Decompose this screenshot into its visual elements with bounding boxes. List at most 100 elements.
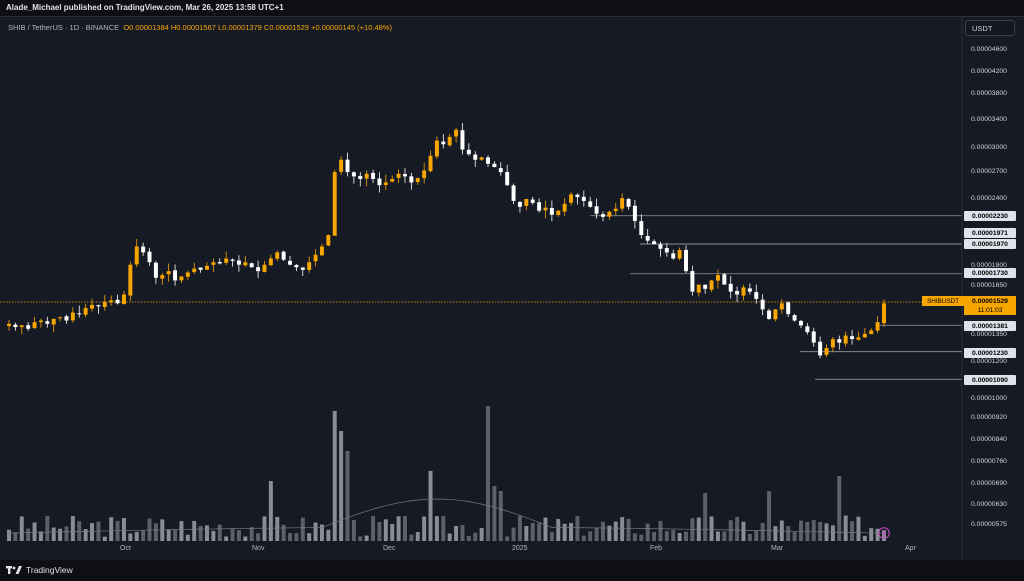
level-tag[interactable]: 0.00002230 [964, 211, 1016, 221]
currency-button[interactable]: USDT [965, 20, 1015, 36]
volume-bar [588, 531, 593, 541]
symbol-name[interactable]: SHIB / TetherUS · 1D · BINANCE [8, 23, 120, 32]
volume-bar [173, 530, 178, 541]
candle-body [281, 251, 286, 260]
price-axis-label: 0.00004600 [971, 46, 1007, 53]
volume-bar [434, 516, 439, 541]
volume-bar [422, 516, 427, 541]
candle-body [530, 199, 535, 203]
candle-body [747, 288, 752, 292]
candle-body [773, 309, 778, 320]
volume-bar [217, 524, 222, 541]
level-tag[interactable]: 0.00001730 [964, 268, 1016, 278]
level-tag[interactable]: 0.00001090 [964, 375, 1016, 385]
volume-bar [428, 471, 433, 541]
volume-bar [664, 530, 669, 541]
candle-body [166, 271, 171, 275]
volume-bar [837, 476, 842, 541]
footer-logo[interactable]: TradingView [6, 565, 73, 575]
candle-body [102, 301, 107, 307]
lightning-icon[interactable] [878, 527, 890, 539]
volume-bar [850, 521, 855, 541]
candle-body [581, 196, 586, 201]
candle-body [313, 254, 318, 262]
time-axis-label: Apr [905, 545, 916, 552]
current-price-symbol: SHIBUSDT [922, 296, 964, 306]
volume-bar [390, 524, 395, 541]
level-tag[interactable]: 0.00001971 [964, 228, 1016, 238]
candle-body [415, 178, 420, 182]
volume-bar [830, 525, 835, 541]
volume-bar [492, 486, 497, 541]
ohlc-low: L0.00001379 [218, 23, 262, 32]
volume-bar [351, 519, 356, 541]
level-tag[interactable]: 0.00001381 [964, 321, 1016, 331]
candle-body [224, 258, 229, 263]
volume-bar [128, 533, 133, 541]
candle-body [45, 321, 50, 324]
volume-bar [671, 529, 676, 541]
volume-bar [639, 534, 644, 541]
volume-bar [288, 533, 293, 541]
candle-body [434, 140, 439, 157]
volume-bar [786, 526, 791, 541]
volume-bar [166, 529, 171, 541]
candle-body [473, 154, 478, 160]
price-axis-label: 0.00003000 [971, 144, 1007, 151]
volume-bar [205, 525, 209, 541]
volume-bar [13, 532, 18, 541]
volume-bar [856, 516, 861, 541]
volume-bar [486, 406, 490, 541]
volume-bar [875, 528, 880, 541]
volume-bar [211, 530, 216, 541]
price-axis-label: 0.00001350 [971, 331, 1007, 338]
ohlc-high: H0.00001567 [170, 23, 216, 32]
volume-bar [792, 531, 797, 541]
candle-body [664, 248, 669, 253]
candle-body [479, 157, 484, 160]
ohlc-close: C0.00001529 [263, 23, 309, 32]
volume-bar [677, 532, 682, 541]
candle-body [632, 205, 637, 221]
candle-body [262, 264, 267, 272]
candle-body [613, 208, 618, 211]
price-axis-label: 0.00001800 [971, 262, 1007, 269]
candle-body [741, 287, 746, 296]
volume-bar [38, 531, 43, 541]
candle-body [51, 318, 56, 325]
volume-bar [473, 532, 478, 541]
volume-bar [83, 529, 88, 541]
candle-body [779, 303, 784, 310]
volume-bar [715, 531, 720, 541]
candle-body [869, 330, 874, 335]
volume-bar [179, 521, 184, 541]
volume-bar [313, 522, 318, 541]
candle-body [358, 175, 363, 179]
candle-body [703, 284, 708, 289]
volume-bar [26, 528, 31, 541]
price-axis-label: 0.00003800 [971, 90, 1007, 97]
time-axis-label: 2025 [512, 545, 528, 552]
candle-body [600, 214, 605, 217]
volume-bar [243, 536, 248, 541]
candle-body [179, 276, 184, 281]
candle-body [856, 337, 861, 340]
volume-bar [466, 535, 471, 541]
price-axis-label: 0.00000575 [971, 521, 1007, 528]
volume-bar [754, 530, 759, 541]
price-axis-label: 0.00001000 [971, 395, 1007, 402]
volume-bar [709, 516, 714, 541]
level-tag[interactable]: 0.00001970 [964, 239, 1016, 249]
symbol-legend: SHIB / TetherUS · 1D · BINANCE O0.000013… [8, 23, 392, 32]
candle-body [875, 322, 880, 331]
candle-body [7, 323, 11, 327]
volume-bar [703, 493, 708, 541]
chart-frame[interactable] [0, 16, 1024, 560]
volume-bar [607, 525, 612, 541]
volume-bar [185, 534, 190, 541]
candle-body [96, 305, 101, 307]
ohlc-open: O0.00001384 [123, 23, 169, 32]
volume-bar [90, 523, 95, 541]
level-tag[interactable]: 0.00001230 [964, 348, 1016, 358]
